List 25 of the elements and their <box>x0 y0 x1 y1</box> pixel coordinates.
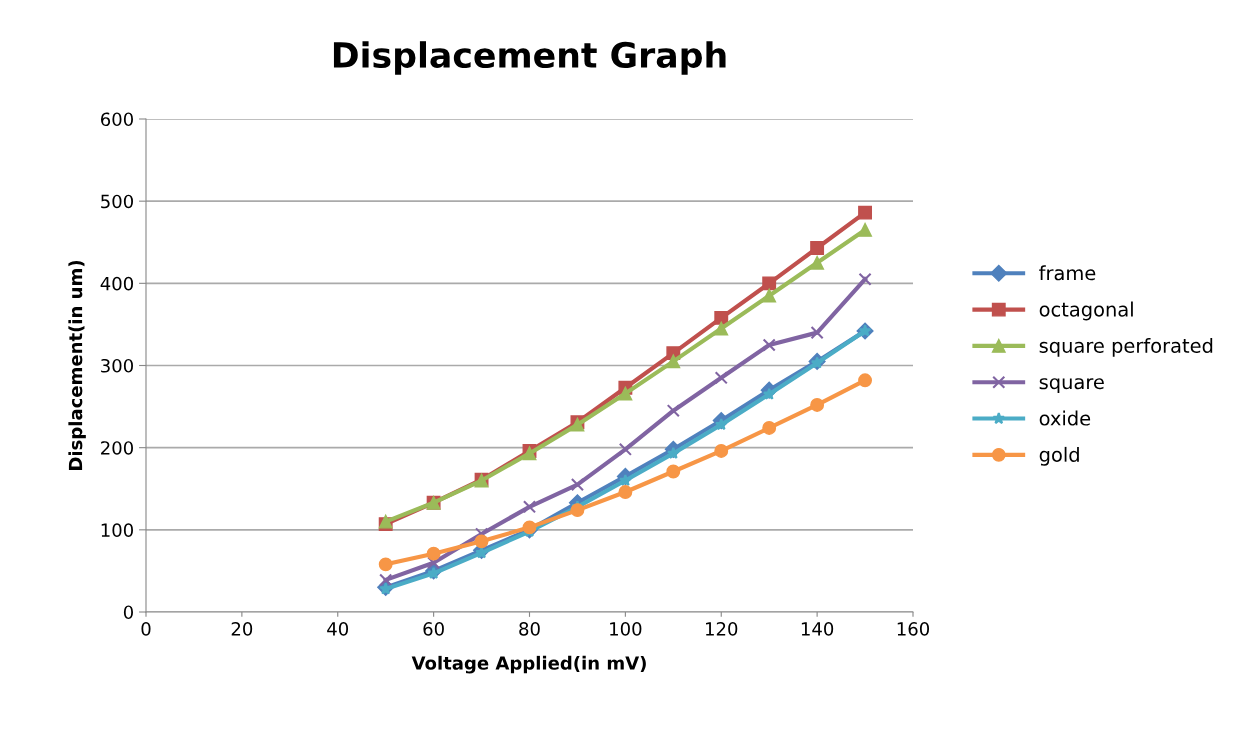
x-tick-label: 120 <box>706 622 738 636</box>
y-tick-label: 0 <box>123 605 133 620</box>
y-tick-label: 300 <box>101 358 133 373</box>
x-tick-label: 0 <box>141 622 151 636</box>
y-tick-label: 500 <box>101 194 133 209</box>
legend-label: oxide <box>1039 410 1091 426</box>
legend-label: frame <box>1039 265 1096 281</box>
x-axis-title: Voltage Applied(in mV) <box>411 655 646 674</box>
x-tick-label: 100 <box>610 622 642 636</box>
x-tick-label: 60 <box>423 622 444 636</box>
legend-label: square <box>1039 378 1104 394</box>
x-tick-label: 40 <box>327 622 349 636</box>
x-tick-label: 140 <box>801 622 834 636</box>
x-tick-label: 20 <box>231 622 253 636</box>
y-tick-label: 600 <box>100 112 133 127</box>
x-tick-label: 160 <box>897 622 930 636</box>
legend-label: octagonal <box>1039 301 1133 321</box>
x-tick-label: 80 <box>519 622 540 636</box>
legend-label: gold <box>1039 446 1079 466</box>
legend-label: square perforated <box>1039 337 1213 357</box>
y-tick-label: 100 <box>101 523 133 537</box>
y-tick-label: 200 <box>101 441 133 455</box>
y-axis-title: Displacement(in um) <box>68 260 86 470</box>
chart-title: Displacement Graph <box>333 41 726 75</box>
y-tick-label: 400 <box>100 276 133 291</box>
